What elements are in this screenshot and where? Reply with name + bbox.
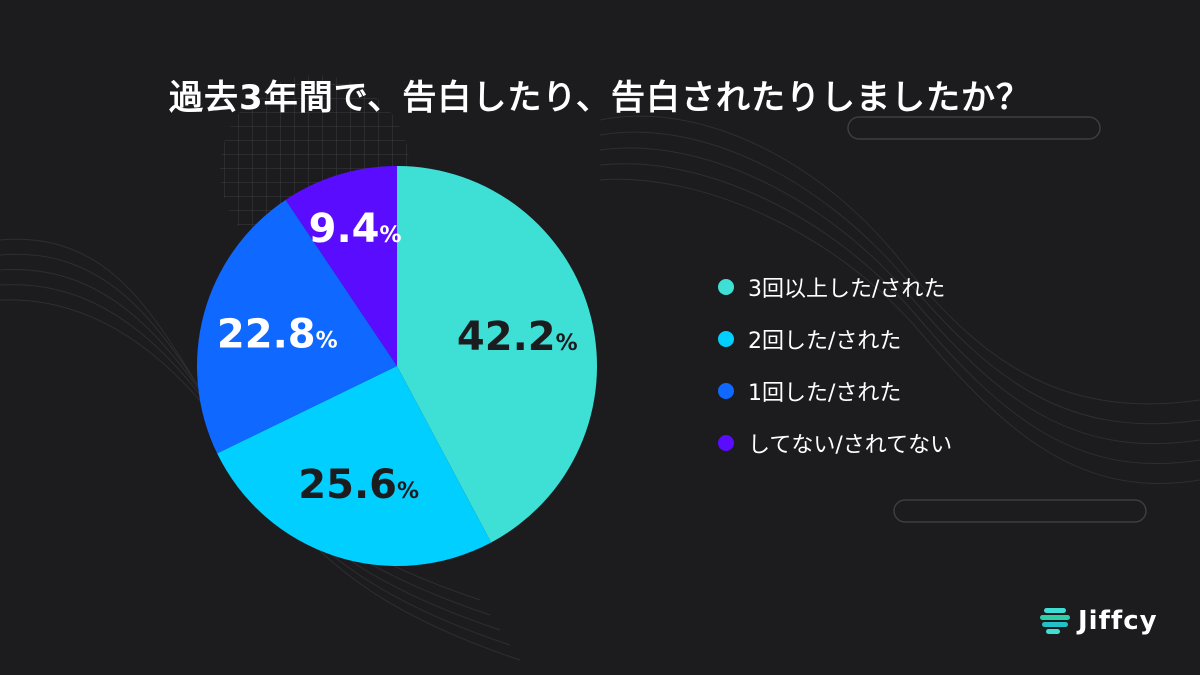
legend-swatch	[718, 383, 734, 399]
slice-data-label: 25.6%	[298, 462, 419, 508]
chart-title: 過去3年間で、告白したり、告白されたりしましたか？	[169, 78, 1031, 118]
brand-name: Jiffcy	[1078, 606, 1158, 636]
legend-label: 3回以上した/された	[748, 277, 946, 302]
slice-data-label: 9.4%	[309, 206, 402, 252]
legend-item: 2回した/された	[718, 322, 952, 356]
legend-item: 3回以上した/された	[718, 270, 952, 304]
legend-swatch	[718, 279, 734, 295]
pie-slice	[285, 166, 397, 366]
legend-label: 2回した/された	[748, 329, 902, 354]
legend-item: 1回した/された	[718, 374, 952, 408]
legend-item: してない/されてない	[718, 426, 952, 460]
pie-slice	[217, 366, 492, 566]
pill-decoration	[893, 499, 1147, 523]
jiffcy-logo-icon	[1040, 608, 1070, 634]
pie-slice	[196, 199, 397, 454]
slice-data-label: 22.8%	[217, 312, 338, 358]
legend-label: してない/されてない	[748, 433, 953, 458]
slice-data-label: 42.2%	[457, 314, 578, 360]
legend-swatch	[718, 435, 734, 451]
pill-decoration	[847, 116, 1101, 140]
legend-swatch	[718, 331, 734, 347]
pie-slice	[397, 166, 597, 543]
chart-legend: 3回以上した/された 2回した/された 1回した/されたしてない/されてない	[718, 270, 952, 478]
legend-label: 1回した/された	[748, 381, 902, 406]
brand-logo: Jiffcy	[1040, 606, 1158, 636]
